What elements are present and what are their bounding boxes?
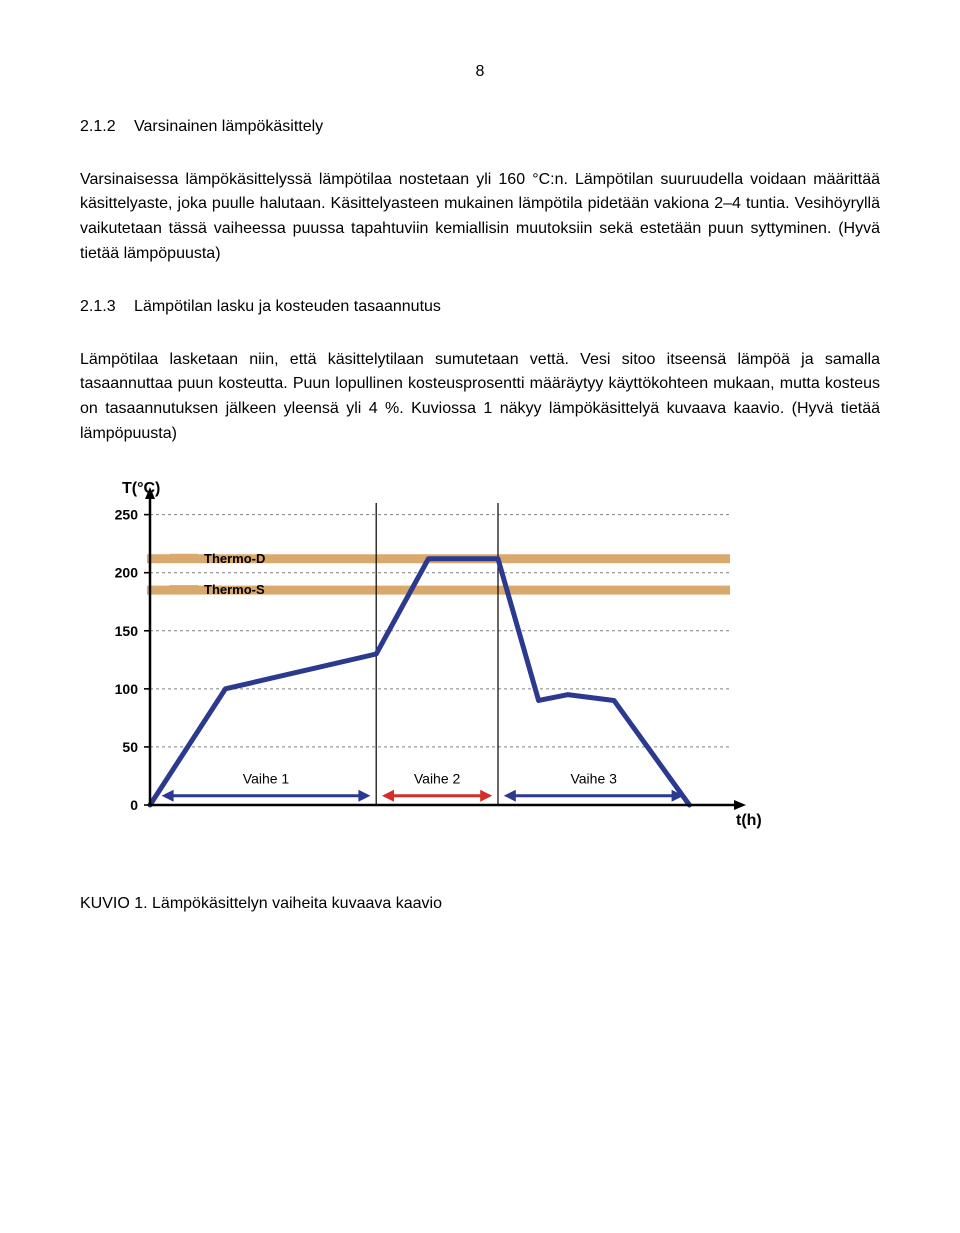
section-title: Lämpötilan lasku ja kosteuden tasaannutu… [134, 298, 441, 315]
svg-text:250: 250 [115, 506, 139, 522]
figure-caption: KUVIO 1. Lämpökäsittelyn vaiheita kuvaav… [80, 892, 880, 917]
svg-text:Vaihe 2: Vaihe 2 [414, 770, 461, 786]
svg-text:t(h): t(h) [736, 812, 762, 829]
svg-text:T(°C): T(°C) [122, 480, 160, 497]
svg-text:Vaihe 3: Vaihe 3 [570, 770, 617, 786]
page-number: 8 [80, 60, 880, 85]
heat-treatment-chart: 0 50 100 150 200 250 T(°C) t(h) Vaihe 1 Vaihe 2 Va… [80, 475, 880, 864]
section-number: 2.1.3 [80, 295, 116, 320]
section-heading-1: 2.1.2 Varsinainen lämpökäsittely [80, 115, 880, 140]
svg-text:150: 150 [115, 623, 139, 639]
section-number: 2.1.2 [80, 115, 116, 140]
svg-text:0: 0 [130, 797, 138, 813]
section1-paragraph: Varsinaisessa lämpökäsittelyssä lämpötil… [80, 168, 880, 267]
svg-text:200: 200 [115, 564, 139, 580]
section2-paragraph: Lämpötilaa lasketaan niin, että käsittel… [80, 348, 880, 447]
svg-text:100: 100 [115, 681, 139, 697]
section-title: Varsinainen lämpökäsittely [134, 118, 323, 135]
svg-text:50: 50 [122, 739, 138, 755]
svg-text:Vaihe 1: Vaihe 1 [243, 770, 290, 786]
section-heading-2: 2.1.3 Lämpötilan lasku ja kosteuden tasa… [80, 295, 880, 320]
svg-text:Thermo-S: Thermo-S [204, 582, 265, 597]
svg-text:Thermo-D: Thermo-D [204, 551, 265, 566]
